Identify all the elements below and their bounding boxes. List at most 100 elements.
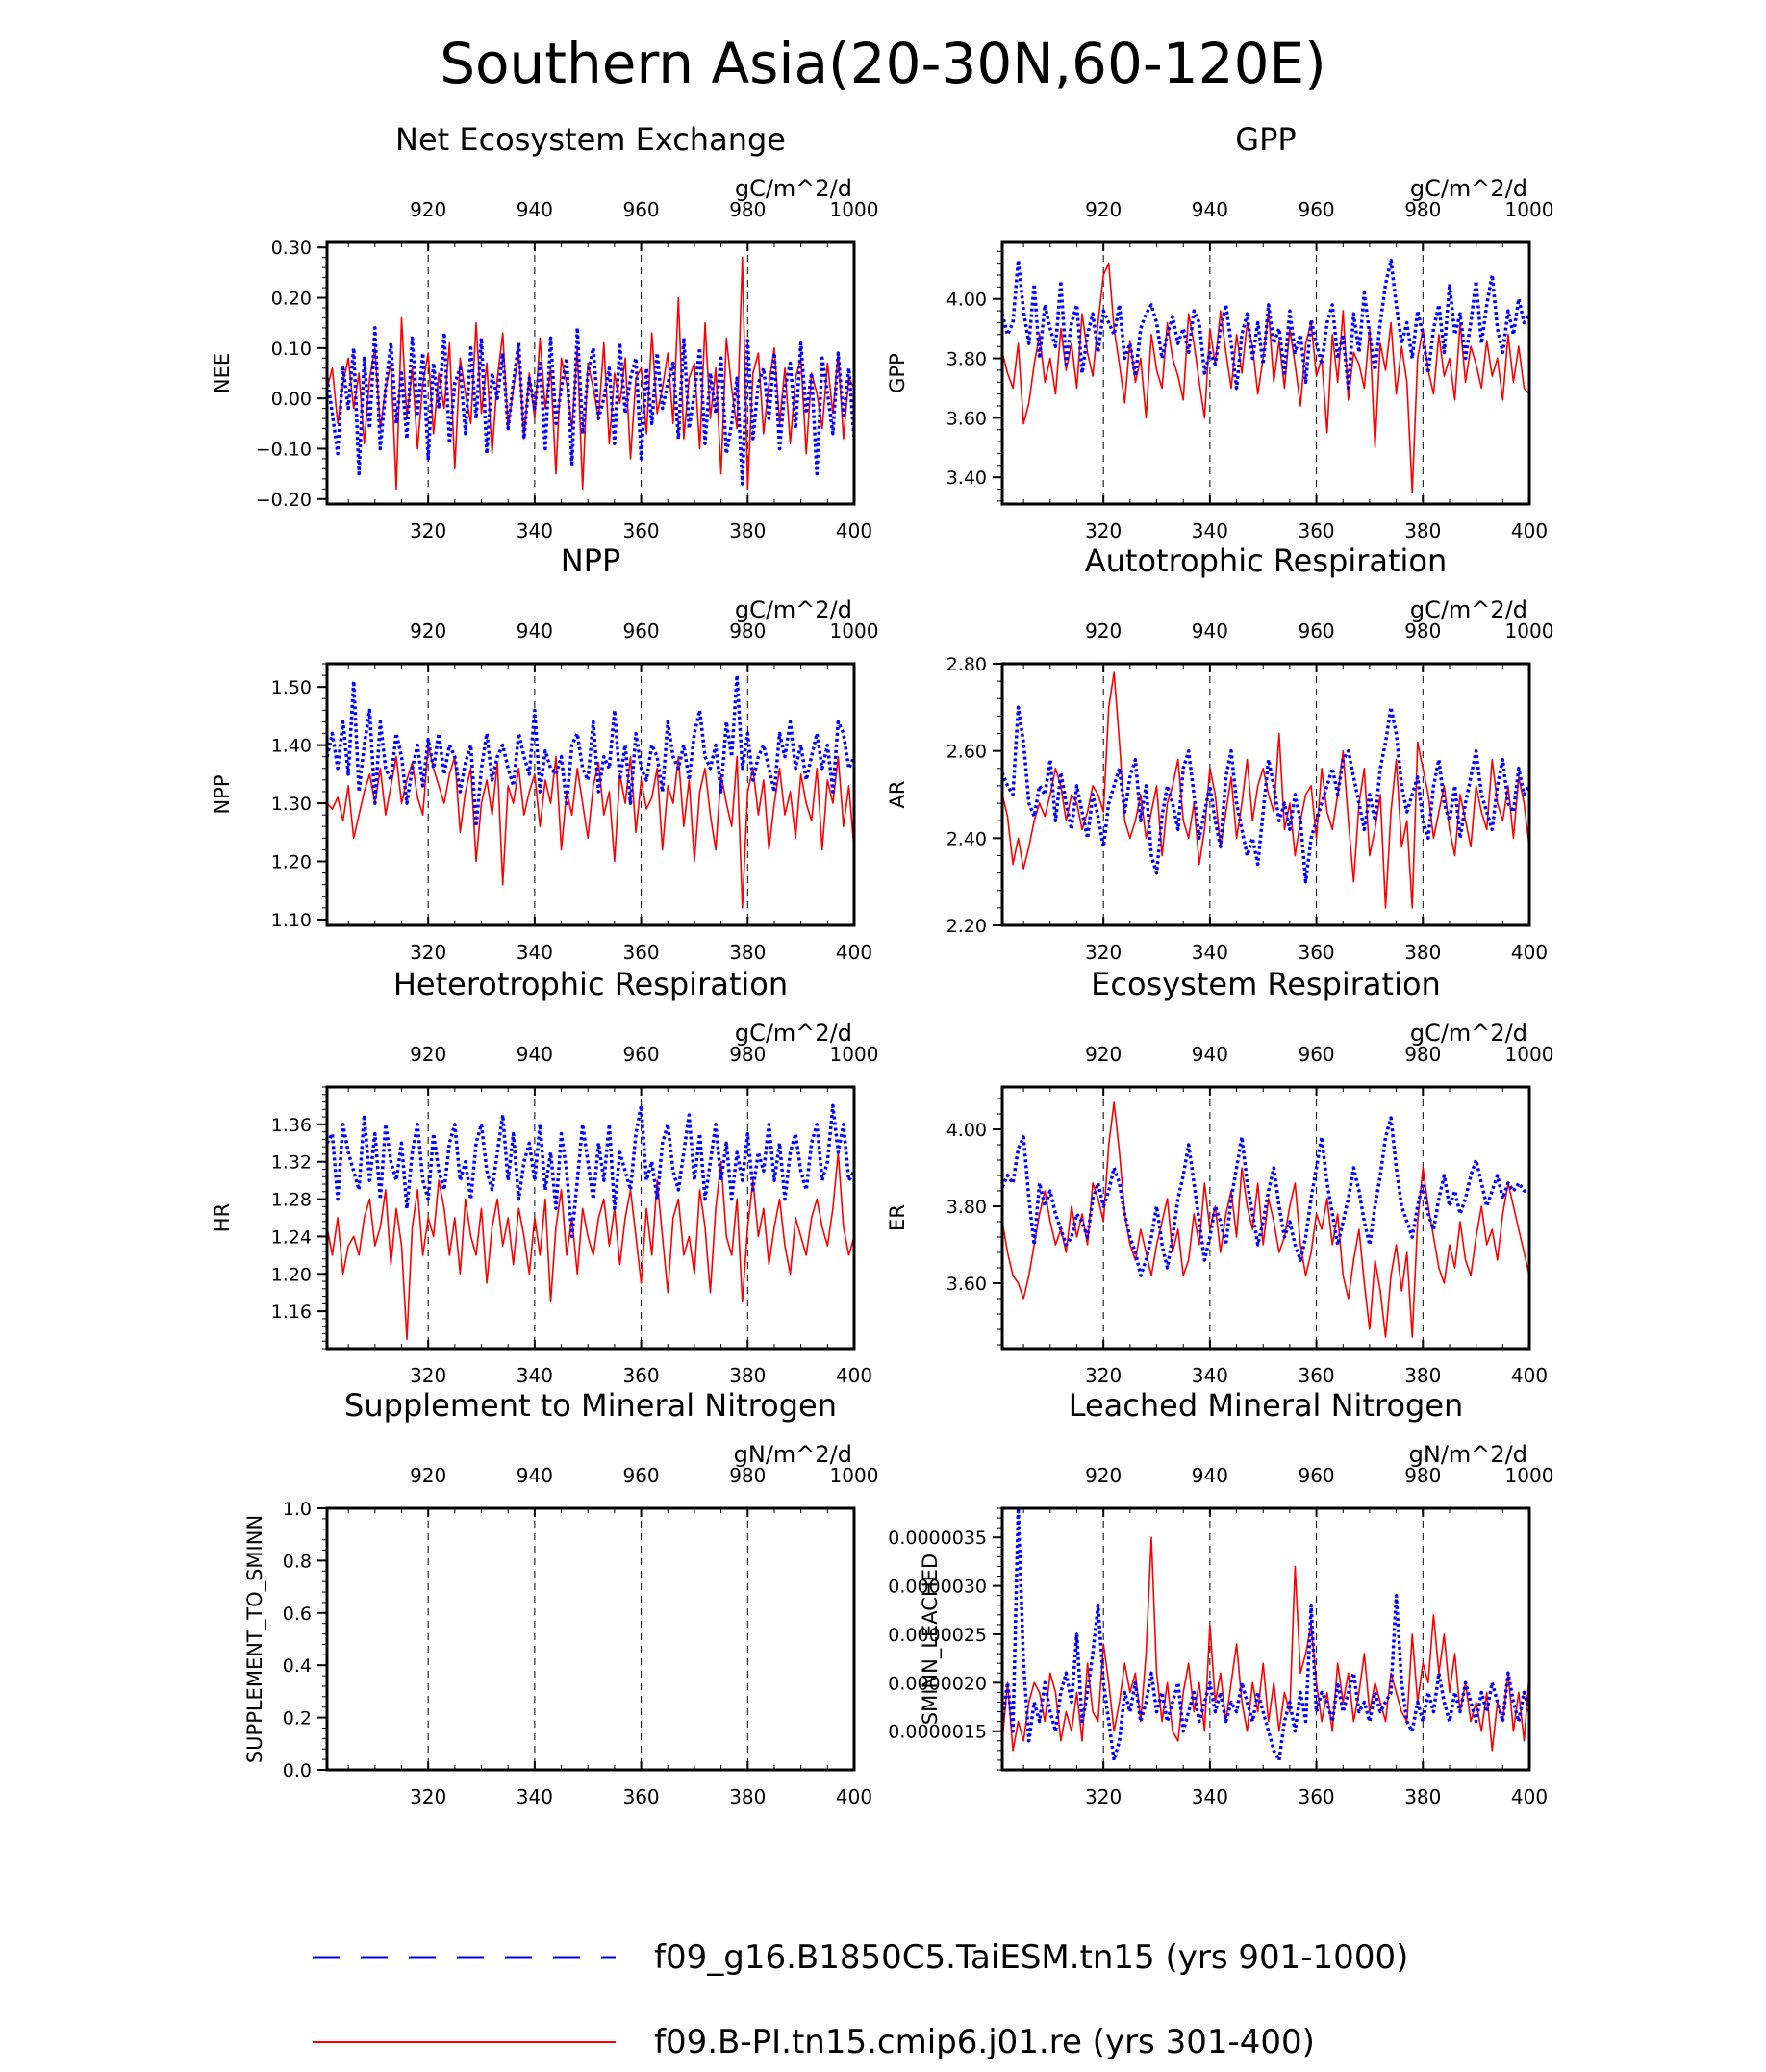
- x-tick-label-bottom: 360: [1298, 519, 1334, 543]
- x-tick-label-bottom: 400: [836, 1785, 872, 1808]
- y-tick-label: 1.10: [271, 910, 312, 931]
- x-tick-label-top: 920: [410, 619, 446, 643]
- figure-title: Southern Asia(20-30N,60-120E): [440, 31, 1326, 96]
- y-tick-label: 0.0000015: [888, 1722, 987, 1743]
- panel-title: Supplement to Mineral Nitrogen: [344, 1387, 837, 1424]
- plot-frame: [1000, 1506, 1531, 1772]
- unit-label: gC/m^2/d: [1410, 1020, 1527, 1047]
- y-tick-label: 2.20: [946, 916, 987, 937]
- panel-title: Net Ecosystem Exchange: [395, 121, 786, 158]
- series-line-blue: [325, 1103, 856, 1239]
- y-axis-label: HR: [211, 1203, 234, 1232]
- x-tick-label-top: 980: [1404, 619, 1441, 643]
- chart-panel: GPP gC/m^2/d 320 340 360 380 400 920 940 960 980 10…: [886, 121, 1553, 543]
- x-tick-label-bottom: 360: [622, 1364, 659, 1387]
- plot-frame: [325, 1506, 856, 1772]
- x-tick-label-bottom: 360: [622, 941, 659, 964]
- y-tick-label: 1.40: [271, 736, 312, 757]
- series-line-red: [326, 256, 855, 491]
- x-tick-label-top: 1000: [830, 1464, 879, 1487]
- x-tick-label-top: 940: [517, 1043, 553, 1066]
- x-tick-label-bottom: 380: [729, 1364, 766, 1387]
- y-axis-label: GPP: [886, 353, 909, 393]
- series-line-red: [326, 1151, 855, 1341]
- x-tick-label-bottom: 400: [1511, 941, 1548, 964]
- x-tick-label-top: 920: [410, 198, 446, 221]
- y-tick-label: 1.30: [271, 794, 312, 815]
- x-tick-label-top: 1000: [830, 619, 879, 643]
- y-tick-label: 3.80: [946, 1197, 987, 1218]
- y-tick-label: 3.80: [946, 349, 987, 370]
- plot-frame: [325, 1085, 856, 1351]
- x-tick-label-bottom: 380: [1404, 941, 1441, 964]
- x-tick-label-top: 1000: [1505, 1043, 1554, 1066]
- chart-panel: Ecosystem Respiration gC/m^2/d 320 340 360 38…: [886, 966, 1553, 1387]
- chart-panel: Autotrophic Respiration gC/m^2/d 320 340 360…: [886, 543, 1553, 964]
- series-line-blue: [1000, 258, 1531, 391]
- series-line-blue: [325, 673, 856, 828]
- x-tick-label-bottom: 340: [517, 1785, 553, 1808]
- x-tick-label-top: 980: [729, 198, 766, 221]
- y-tick-label: 1.50: [271, 677, 312, 698]
- y-tick-label: 0.20: [271, 289, 312, 310]
- y-tick-label: 4.00: [946, 1120, 987, 1141]
- x-tick-label-top: 940: [1192, 1043, 1228, 1066]
- x-tick-label-top: 920: [410, 1464, 446, 1487]
- y-tick-label: 2.40: [946, 828, 987, 849]
- x-tick-label-bottom: 400: [836, 519, 872, 543]
- x-tick-label-bottom: 340: [1192, 941, 1228, 964]
- x-tick-label-bottom: 340: [517, 519, 553, 543]
- x-tick-label-bottom: 320: [1085, 941, 1122, 964]
- series-line-red: [326, 744, 855, 909]
- x-tick-label-top: 1000: [1505, 1464, 1554, 1487]
- series-line-blue: [1000, 705, 1531, 884]
- x-tick-label-top: 920: [410, 1043, 446, 1066]
- x-tick-label-top: 960: [1298, 1464, 1334, 1487]
- x-tick-label-bottom: 340: [1192, 519, 1228, 543]
- x-tick-label-top: 960: [1298, 619, 1334, 643]
- unit-label: gC/m^2/d: [1410, 596, 1527, 623]
- legend-item-blue: f09_g16.B1850C5.TaiESM.tn15 (yrs 901-100…: [313, 1938, 1408, 1977]
- x-tick-label-bottom: 340: [1192, 1785, 1228, 1808]
- x-tick-label-bottom: 400: [1511, 519, 1548, 543]
- unit-label: gC/m^2/d: [1410, 175, 1527, 202]
- chart-panel: Heterotrophic Respiration gC/m^2/d 320 340 3…: [211, 966, 878, 1387]
- y-tick-label: 0.0000020: [888, 1673, 987, 1694]
- x-tick-label-bottom: 320: [1085, 1364, 1122, 1387]
- y-axis-label: ER: [886, 1204, 909, 1231]
- x-tick-label-bottom: 320: [1085, 1785, 1122, 1808]
- x-tick-label-top: 980: [729, 1464, 766, 1487]
- x-tick-label-bottom: 360: [1298, 1364, 1334, 1387]
- y-tick-label: 1.36: [271, 1115, 312, 1136]
- x-tick-label-bottom: 380: [1404, 1785, 1441, 1808]
- y-tick-label: 4.00: [946, 290, 987, 311]
- y-tick-label: 1.24: [271, 1226, 312, 1248]
- x-tick-label-top: 960: [1298, 1043, 1334, 1066]
- chart-panel: Leached Mineral Nitrogen gN/m^2/d 320 340 36…: [888, 1387, 1553, 1808]
- plot-frame: [1000, 240, 1531, 506]
- panel-title: NPP: [561, 543, 621, 579]
- x-tick-label-top: 1000: [830, 198, 879, 221]
- x-tick-label-bottom: 320: [1085, 519, 1122, 543]
- x-tick-label-bottom: 360: [1298, 941, 1334, 964]
- unit-label: gC/m^2/d: [735, 175, 852, 202]
- y-tick-label: 2.60: [946, 742, 987, 763]
- x-tick-label-top: 980: [729, 619, 766, 643]
- x-tick-label-bottom: 380: [1404, 1364, 1441, 1387]
- x-tick-label-top: 1000: [1505, 198, 1554, 221]
- y-tick-label: 0.2: [283, 1708, 312, 1730]
- y-tick-label: 0.30: [271, 238, 312, 259]
- y-tick-label: −0.10: [256, 439, 312, 460]
- x-tick-label-top: 960: [622, 619, 659, 643]
- x-tick-label-top: 960: [1298, 198, 1334, 221]
- y-tick-label: 1.28: [271, 1190, 312, 1211]
- x-tick-label-top: 940: [517, 1464, 553, 1487]
- x-tick-label-bottom: 400: [836, 1364, 872, 1387]
- x-tick-label-bottom: 360: [622, 1785, 659, 1808]
- x-tick-label-bottom: 380: [729, 941, 766, 964]
- x-tick-label-bottom: 400: [1511, 1364, 1548, 1387]
- plot-frame: [1000, 1085, 1531, 1351]
- unit-label: gN/m^2/d: [1409, 1441, 1527, 1468]
- plot-frame: [325, 662, 856, 927]
